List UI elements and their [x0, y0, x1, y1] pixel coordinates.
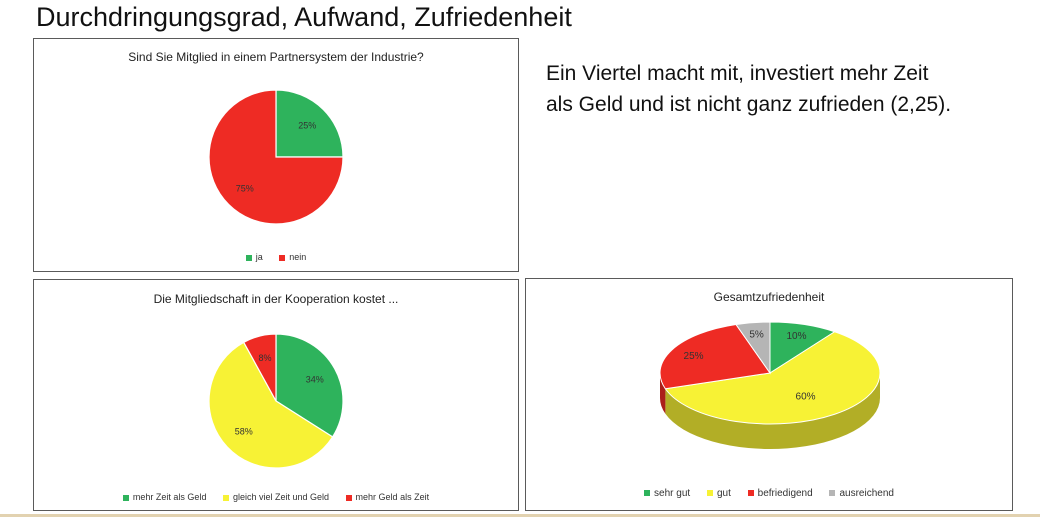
chart-panel-cost: Die Mitgliedschaft in der Kooperation ko…	[33, 279, 519, 511]
legend-item-sehr-gut: sehr gut	[644, 488, 690, 499]
pie-chart-satisfaction: 10% 60% 25% 5%	[659, 321, 881, 449]
chart-legend: mehr Zeit als Geld gleich viel Zeit und …	[34, 492, 518, 502]
legend-label: sehr gut	[654, 488, 691, 499]
legend-swatch	[222, 494, 229, 501]
pie-slice-0-0	[275, 89, 344, 158]
data-label-2-2: 25%	[684, 351, 704, 362]
data-label-0-0: 25%	[298, 121, 316, 131]
legend-item-gleich-viel: gleich viel Zeit und Geld	[222, 492, 330, 502]
slide-title: Durchdringungsgrad, Aufwand, Zufriedenhe…	[36, 2, 572, 32]
chart-legend: sehr gut gut befriedigend ausreichend	[526, 488, 1012, 499]
chart-title: Sind Sie Mitglied in einem Partnersystem…	[128, 50, 424, 64]
pie-slice-2-3	[735, 321, 771, 375]
chart-panel-satisfaction: Gesamtzufriedenheit 10% 60% 25% 5% sehr gut…	[525, 278, 1013, 511]
pie-side-2	[660, 373, 666, 414]
legend-item-befriedigend: befriedigend	[747, 488, 813, 499]
pie-slice-2-2	[659, 323, 771, 390]
data-label-2-0: 10%	[787, 331, 807, 342]
pie-slice-2-1	[664, 331, 881, 425]
legend-swatch	[279, 254, 286, 261]
legend-swatch	[747, 490, 754, 497]
data-label-1-0: 34%	[306, 375, 324, 385]
legend-swatch	[122, 494, 129, 501]
summary-text: Ein Viertel macht mit, investiert mehr Z…	[546, 58, 951, 120]
data-label-1-2: 8%	[258, 353, 271, 363]
data-label-1-1: 58%	[235, 426, 253, 436]
chart-legend: ja nein	[34, 252, 518, 262]
summary-line-1: Ein Viertel macht mit, investiert mehr Z…	[546, 62, 929, 85]
pie-chart-membership: 25% 75%	[208, 89, 344, 225]
data-label-2-1: 60%	[796, 392, 816, 403]
legend-label: mehr Geld als Zeit	[355, 492, 430, 502]
summary-line-2: als Geld und ist nicht ganz zufrieden (2…	[546, 93, 952, 116]
chart-title: Gesamtzufriedenheit	[713, 290, 825, 304]
bottom-rule	[0, 514, 1040, 517]
data-label-2-3: 5%	[749, 330, 764, 341]
legend-label: nein	[289, 252, 307, 262]
pie-slice-0-1	[208, 89, 344, 225]
legend-item-ausreichend: ausreichend	[829, 488, 894, 499]
legend-swatch	[829, 490, 836, 497]
legend-swatch	[644, 490, 651, 497]
legend-label: ja	[255, 252, 263, 262]
legend-label: befriedigend	[757, 488, 813, 499]
legend-item-mehr-geld: mehr Geld als Zeit	[345, 492, 430, 502]
legend-item-gut: gut	[706, 488, 731, 499]
pie-side-1	[665, 373, 880, 449]
legend-item-nein: nein	[279, 252, 306, 262]
legend-label: gut	[716, 488, 731, 499]
legend-label: mehr Zeit als Geld	[132, 492, 207, 502]
pie-chart-cost: 34% 58% 8%	[208, 333, 344, 469]
legend-swatch	[706, 490, 713, 497]
pie-slice-1-1	[208, 341, 334, 469]
legend-swatch	[345, 494, 352, 501]
legend-item-mehr-zeit: mehr Zeit als Geld	[122, 492, 207, 502]
data-label-0-1: 75%	[236, 183, 254, 193]
legend-label: ausreichend	[839, 488, 894, 499]
chart-title: Die Mitgliedschaft in der Kooperation ko…	[153, 292, 399, 306]
legend-label: gleich viel Zeit und Geld	[232, 492, 330, 502]
legend-swatch	[245, 254, 252, 261]
legend-item-ja: ja	[245, 252, 263, 262]
chart-panel-membership: Sind Sie Mitglied in einem Partnersystem…	[33, 38, 519, 272]
pie-slice-1-2	[242, 333, 277, 402]
